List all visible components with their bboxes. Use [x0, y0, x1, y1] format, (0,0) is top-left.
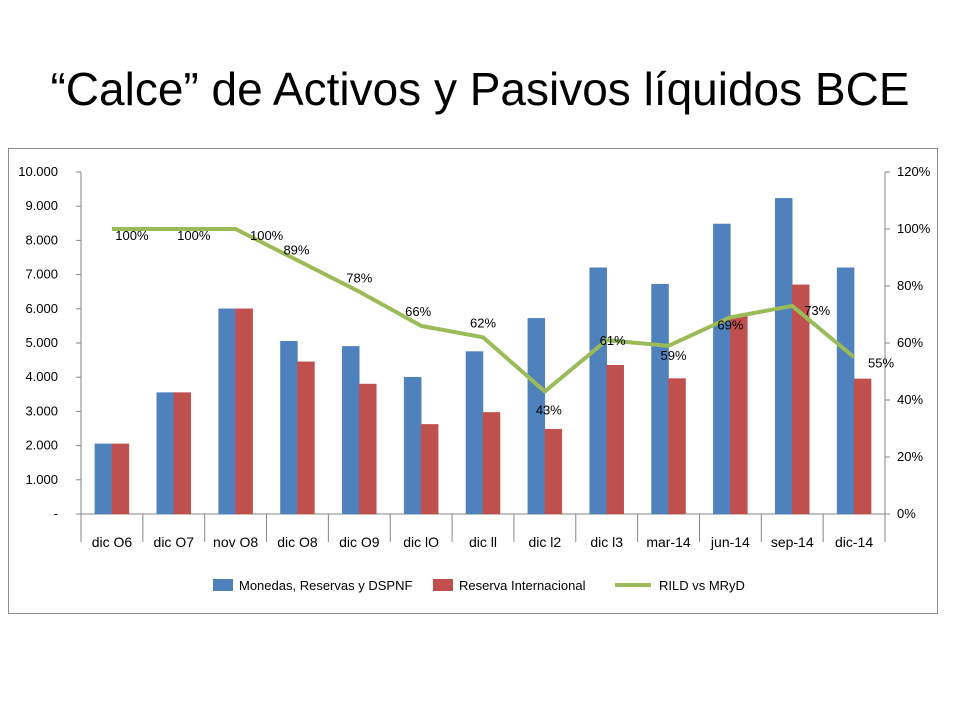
right-tick-label: 60%: [897, 335, 923, 350]
bar-monedas: [836, 267, 855, 515]
category-label: dic l2: [529, 534, 562, 550]
bar-monedas: [156, 392, 175, 515]
bar-reserva: [606, 364, 624, 515]
legend-swatch: [433, 579, 453, 591]
right-tick-label: 40%: [897, 392, 923, 407]
line-data-label: 100%: [177, 228, 211, 243]
legend-label: RILD vs MRyD: [659, 578, 745, 593]
category-label: dic O6: [92, 534, 133, 550]
bar-monedas: [651, 283, 669, 515]
category-label: dic-14: [835, 534, 873, 550]
legend-swatch: [213, 579, 233, 591]
bar-monedas: [713, 223, 731, 515]
bar-monedas: [94, 443, 113, 515]
line-data-label: 89%: [283, 242, 309, 257]
line-rild-vs-mryd: [111, 227, 856, 394]
bar-reserva: [791, 284, 810, 515]
category-label: mar-14: [646, 534, 691, 550]
bar-reserva: [482, 412, 501, 515]
left-tick-label: 4.000: [25, 369, 58, 384]
line-data-label: 66%: [405, 304, 431, 319]
right-tick-label: 80%: [897, 278, 923, 293]
line-data-label: 78%: [346, 271, 372, 286]
left-tick-label: 6.000: [25, 301, 58, 316]
bar-monedas: [342, 346, 360, 515]
bar-monedas: [465, 351, 484, 515]
left-tick-label: 5.000: [25, 335, 58, 350]
left-tick-label: 10.000: [18, 164, 58, 179]
bar-monedas: [589, 267, 607, 515]
line-data-label: 59%: [661, 348, 687, 363]
bar-monedas: [527, 318, 546, 515]
right-tick-label: 120%: [897, 164, 931, 179]
category-label: sep-14: [771, 534, 814, 550]
category-label: dic ll: [469, 534, 497, 550]
line-data-label: 100%: [115, 228, 149, 243]
category-label: dic lO: [403, 534, 439, 550]
line-data-label: 69%: [717, 317, 743, 332]
right-tick-label: 20%: [897, 449, 923, 464]
bar-reserva: [853, 378, 872, 515]
bar-reserva: [359, 383, 377, 515]
category-label: jun-14: [710, 534, 750, 550]
legend-label: Monedas, Reservas y DSPNF: [239, 578, 412, 593]
category-label: dic O9: [339, 534, 380, 550]
bar-reserva: [544, 428, 563, 515]
legend-label: Reserva Internacional: [459, 578, 586, 593]
line-data-label: 55%: [868, 355, 894, 370]
category-label: dic l3: [590, 534, 623, 550]
left-tick-label: 9.000: [25, 198, 58, 213]
left-tick-label: 3.000: [25, 403, 58, 418]
line-data-label: 73%: [804, 303, 830, 318]
category-label: dic O7: [154, 534, 195, 550]
bar-reserva: [173, 392, 192, 515]
left-tick-label: 1.000: [25, 472, 58, 487]
category-label: nov O8: [213, 534, 258, 550]
line-data-label: 61%: [600, 333, 626, 348]
bar-reserva: [668, 378, 686, 515]
left-tick-label: 8.000: [25, 232, 58, 247]
bar-monedas: [218, 308, 236, 515]
slide-title: “Calce” de Activos y Pasivos líquidos BC…: [50, 63, 910, 115]
line-data-label: 62%: [470, 315, 496, 330]
bar-reserva: [297, 361, 315, 515]
right-tick-label: 0%: [897, 506, 916, 521]
bar-monedas: [774, 198, 793, 515]
bar-reserva: [420, 424, 439, 515]
bar-reserva: [111, 443, 130, 515]
left-tick-label: 2.000: [25, 438, 58, 453]
line-data-label: 43%: [536, 402, 562, 417]
left-tick-label: 7.000: [25, 267, 58, 282]
bar-monedas: [280, 341, 298, 515]
bar-reserva: [235, 308, 253, 515]
left-tick-label: -: [54, 506, 58, 521]
bar-reserva: [730, 315, 748, 515]
line-data-label: 100%: [250, 228, 284, 243]
category-label: dic O8: [277, 534, 318, 550]
bar-monedas: [403, 376, 422, 515]
right-tick-label: 100%: [897, 221, 931, 236]
